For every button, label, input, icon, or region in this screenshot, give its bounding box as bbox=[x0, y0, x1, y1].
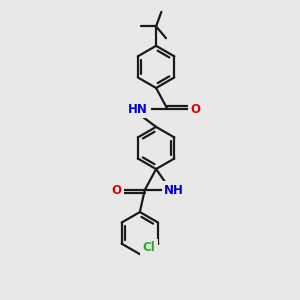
Text: O: O bbox=[111, 184, 122, 196]
Text: NH: NH bbox=[164, 184, 184, 196]
Text: HN: HN bbox=[128, 103, 148, 116]
Text: Cl: Cl bbox=[143, 241, 156, 254]
Text: O: O bbox=[191, 103, 201, 116]
